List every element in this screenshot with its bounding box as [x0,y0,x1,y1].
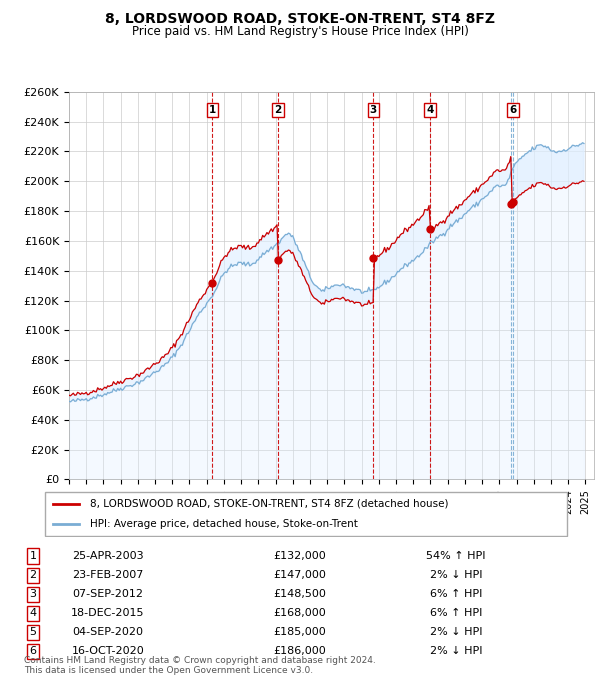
FancyBboxPatch shape [44,492,568,536]
Text: This data is licensed under the Open Government Licence v3.0.: This data is licensed under the Open Gov… [24,666,313,675]
Text: 54% ↑ HPI: 54% ↑ HPI [426,551,486,561]
Text: 3: 3 [29,590,37,599]
Text: Contains HM Land Registry data © Crown copyright and database right 2024.: Contains HM Land Registry data © Crown c… [24,656,376,665]
Text: 6% ↑ HPI: 6% ↑ HPI [430,609,482,618]
Text: 6: 6 [509,105,517,116]
Text: 8, LORDSWOOD ROAD, STOKE-ON-TRENT, ST4 8FZ (detached house): 8, LORDSWOOD ROAD, STOKE-ON-TRENT, ST4 8… [89,499,448,509]
Text: Price paid vs. HM Land Registry's House Price Index (HPI): Price paid vs. HM Land Registry's House … [131,25,469,38]
Text: 18-DEC-2015: 18-DEC-2015 [71,609,145,618]
Text: 04-SEP-2020: 04-SEP-2020 [73,628,143,637]
Text: 5: 5 [29,628,37,637]
Text: 1: 1 [29,551,37,561]
Text: 4: 4 [29,609,37,618]
Text: 6% ↑ HPI: 6% ↑ HPI [430,590,482,599]
Text: £168,000: £168,000 [274,609,326,618]
Text: £185,000: £185,000 [274,628,326,637]
Text: 3: 3 [370,105,377,116]
Text: 2: 2 [29,571,37,580]
Text: 2: 2 [274,105,281,116]
Text: £148,500: £148,500 [274,590,326,599]
Text: £147,000: £147,000 [274,571,326,580]
Text: 07-SEP-2012: 07-SEP-2012 [73,590,143,599]
Text: 8, LORDSWOOD ROAD, STOKE-ON-TRENT, ST4 8FZ: 8, LORDSWOOD ROAD, STOKE-ON-TRENT, ST4 8… [105,12,495,27]
Text: 2% ↓ HPI: 2% ↓ HPI [430,571,482,580]
Text: 23-FEB-2007: 23-FEB-2007 [73,571,143,580]
Text: 2% ↓ HPI: 2% ↓ HPI [430,628,482,637]
Text: 16-OCT-2020: 16-OCT-2020 [71,647,145,656]
Text: HPI: Average price, detached house, Stoke-on-Trent: HPI: Average price, detached house, Stok… [89,520,358,529]
Text: 6: 6 [29,647,37,656]
Text: 1: 1 [209,105,216,116]
Text: 4: 4 [426,105,433,116]
Text: £186,000: £186,000 [274,647,326,656]
Text: 25-APR-2003: 25-APR-2003 [72,551,144,561]
Text: £132,000: £132,000 [274,551,326,561]
Text: 2% ↓ HPI: 2% ↓ HPI [430,647,482,656]
